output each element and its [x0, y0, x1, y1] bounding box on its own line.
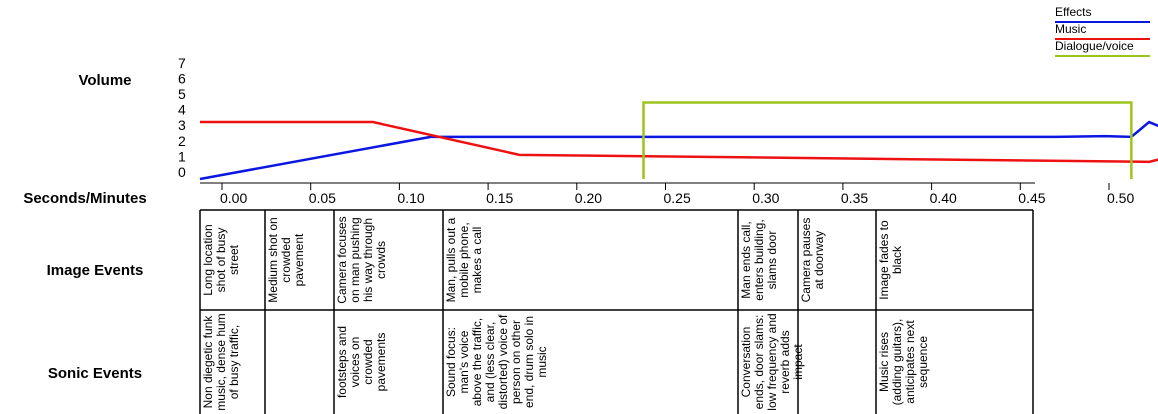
y-tick-label: 1 — [178, 148, 186, 164]
sonic-event-cell: Non diegetic funk music, dense hum of bu… — [202, 313, 263, 411]
x-tick-label: 0.15 — [486, 190, 513, 206]
legend-label: Dialogue/voice — [1055, 39, 1150, 53]
sonic-event-cell: Music rises (adding guitars), anticipate… — [878, 313, 1031, 411]
y-tick-label: 6 — [178, 70, 186, 86]
image-event-cell: Image fades to black — [878, 213, 1031, 307]
sonic-event-cell: Conversation ends, door slams: low frequ… — [740, 313, 796, 411]
legend-label: Effects — [1055, 5, 1150, 19]
image-event-cell: Man, pulls out a mobile phone, makes a c… — [445, 213, 736, 307]
y-tick-label: 2 — [178, 133, 186, 149]
legend-swatch — [1055, 55, 1150, 57]
image-event-cell: Camera pauses at doorway — [800, 213, 874, 307]
y-tick-label: 4 — [178, 102, 186, 118]
y-tick-label: 0 — [178, 164, 186, 180]
x-tick-label: 0.20 — [575, 190, 602, 206]
x-tick-label: 0.50 — [1107, 190, 1134, 206]
series-line — [644, 103, 1132, 179]
y-tick-label: 7 — [178, 55, 186, 71]
image-event-cell: Man ends call, enters building, slams do… — [740, 213, 796, 307]
series-line — [200, 122, 1158, 179]
image-event-cell: Long location shot of busy street — [202, 213, 263, 307]
x-tick-label: 0.45 — [1018, 190, 1045, 206]
x-tick-label: 0.05 — [309, 190, 336, 206]
image-event-cell: Camera focuses on man pushing his way th… — [336, 213, 441, 307]
y-tick-label: 3 — [178, 117, 186, 133]
x-tick-label: 0.25 — [664, 190, 691, 206]
x-tick-label: 0.00 — [220, 190, 247, 206]
x-tick-label: 0.35 — [841, 190, 868, 206]
sonic-event-cell: Sound focus: man's voice above the traff… — [445, 313, 736, 411]
sonic-event-cell: footsteps and voices on crowded pavement… — [336, 313, 441, 411]
image-event-cell: Medium shot on crowded pavement — [267, 213, 332, 307]
y-tick-label: 5 — [178, 86, 186, 102]
legend-label: Music — [1055, 22, 1150, 36]
x-tick-label: 0.10 — [397, 190, 424, 206]
x-tick-label: 0.30 — [752, 190, 779, 206]
x-tick-label: 0.40 — [930, 190, 957, 206]
